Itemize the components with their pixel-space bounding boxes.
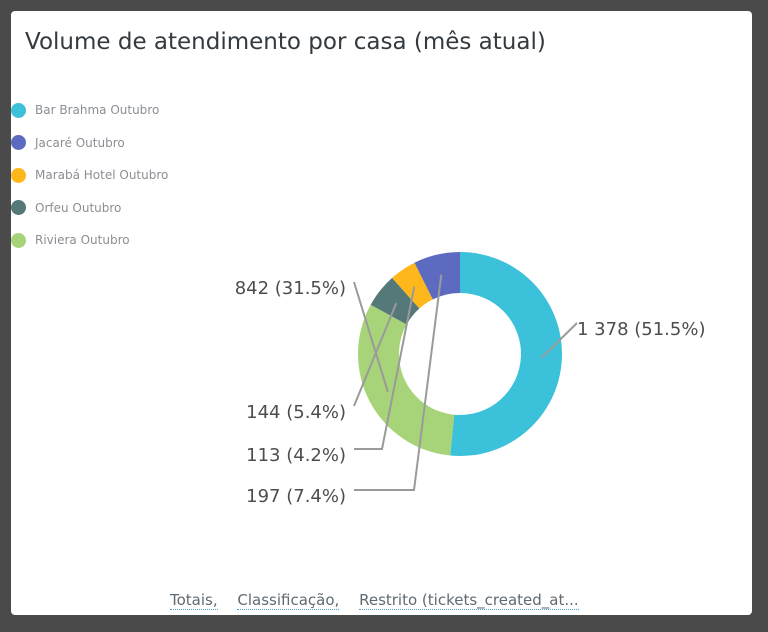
leader-line <box>353 281 389 393</box>
legend-label: Bar Brahma Outubro <box>35 103 160 118</box>
leader-line <box>354 286 416 450</box>
donut-slice-maraba-hotel-outubro[interactable] <box>392 262 433 309</box>
filter-link-classification[interactable]: Classificação, <box>237 591 340 610</box>
data-label: 144 (5.4%) <box>246 402 346 423</box>
chart-title: Volume de atendimento por casa (mês atua… <box>25 29 546 55</box>
donut-chart: 1 378 (51.5%) 842 (31.5%) 144 (5.4%) 113 (4… <box>235 252 705 507</box>
leader-line <box>540 322 578 359</box>
legend-item[interactable]: Jacaré Outubro <box>11 127 168 160</box>
legend-item[interactable]: Orfeu Outubro <box>11 192 168 225</box>
legend-item[interactable]: Marabá Hotel Outubro <box>11 159 168 192</box>
legend-marker <box>11 167 26 183</box>
legend-marker <box>11 200 26 216</box>
legend-item[interactable]: Bar Brahma Outubro <box>11 94 168 127</box>
data-label: 842 (31.5%) <box>235 278 346 299</box>
leader-line <box>353 302 398 407</box>
data-label: 113 (4.2%) <box>246 445 346 466</box>
data-label: 197 (7.4%) <box>246 486 346 507</box>
chart-card: Volume de atendimento por casa (mês atua… <box>11 11 752 615</box>
legend-marker <box>11 102 26 118</box>
legend-item[interactable]: Riviera Outubro <box>11 224 168 257</box>
legend-label: Riviera Outubro <box>35 233 130 248</box>
legend-label: Marabá Hotel Outubro <box>35 168 169 183</box>
leader-line <box>354 274 443 491</box>
legend-marker <box>11 135 26 151</box>
filter-link-totals[interactable]: Totais, <box>170 591 218 610</box>
data-label: 1 378 (51.5%) <box>577 319 705 340</box>
legend-label: Orfeu Outubro <box>35 200 122 215</box>
legend-marker <box>11 232 26 248</box>
donut-slice-riviera-outubro[interactable] <box>357 304 455 456</box>
legend-label: Jacaré Outubro <box>35 135 125 150</box>
filter-link-restricted[interactable]: Restrito (tickets_created_at... <box>359 591 579 610</box>
query-filters: Totais, Classificação, Restrito (tickets… <box>170 591 594 610</box>
donut-slice-orfeu-outubro[interactable] <box>370 277 420 325</box>
donut-slice-jacare-outubro[interactable] <box>414 252 460 300</box>
donut-slice-bar-brahma-outubro[interactable] <box>450 252 562 456</box>
chart-legend: Bar Brahma Outubro Jacaré Outubro Marabá… <box>11 94 168 257</box>
